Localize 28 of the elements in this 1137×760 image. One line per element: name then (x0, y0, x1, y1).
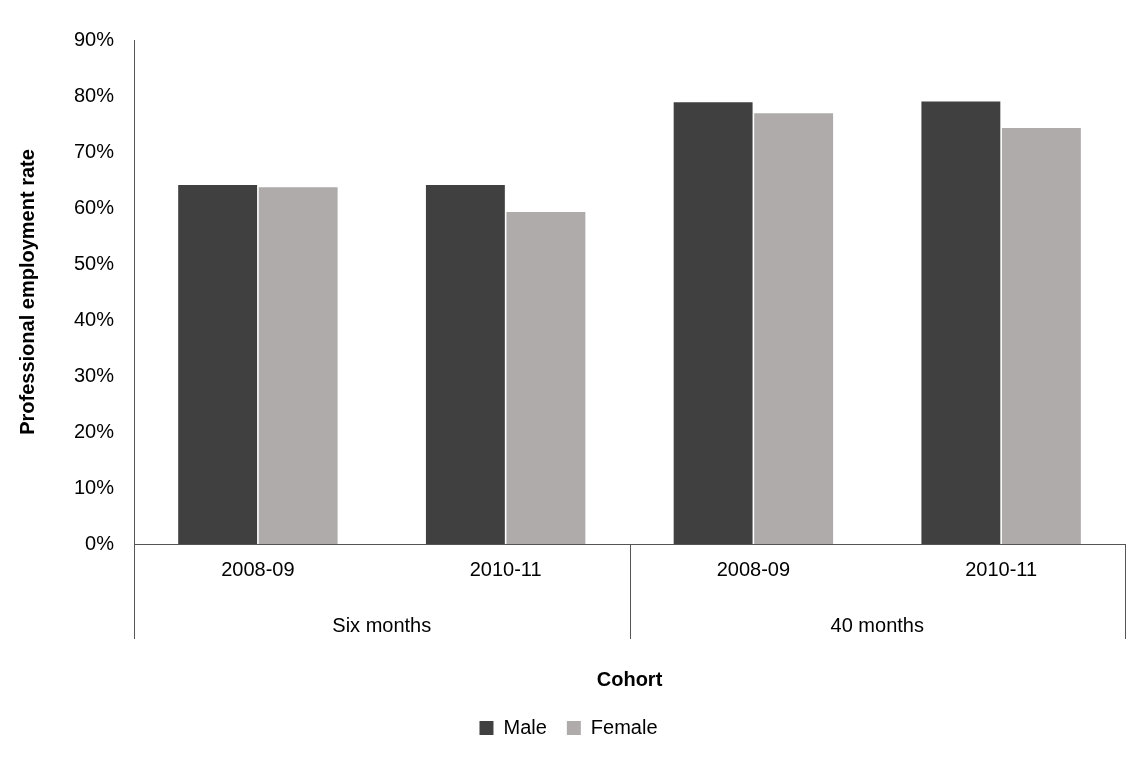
bar (1001, 127, 1081, 544)
text: Six months (332, 613, 432, 636)
legend-label: Male (503, 715, 547, 738)
y-tick-label: 50% (74, 251, 115, 274)
bar (425, 185, 505, 544)
y-tick-label: 40% (74, 307, 115, 330)
bar (754, 113, 834, 544)
bar (921, 101, 1001, 544)
y-tick-label: 20% (74, 419, 115, 442)
y-tick-label: 0% (85, 531, 115, 554)
y-tick-label: 30% (74, 363, 115, 386)
x-tick-label: 2008-09 (221, 557, 295, 580)
x-tick-label: 2010-11 (965, 557, 1038, 580)
y-tick-label: 80% (74, 83, 115, 106)
y-tick-label: 90% (74, 27, 115, 50)
text: 40 months (830, 613, 924, 636)
legend-label: Female (590, 715, 658, 738)
y-tick-label: 70% (74, 139, 115, 162)
bar (258, 187, 338, 544)
x-axis-title: Cohort (596, 667, 663, 690)
x-tick-label: 2008-09 (716, 557, 791, 580)
y-tick-label: 10% (74, 475, 115, 498)
y-axis-title: Professional employment rate (15, 149, 38, 435)
bar (673, 102, 753, 544)
bar (178, 185, 258, 544)
bar (506, 211, 586, 544)
x-tick-label: 2010-11 (469, 557, 542, 580)
y-tick-label: 60% (74, 195, 115, 218)
